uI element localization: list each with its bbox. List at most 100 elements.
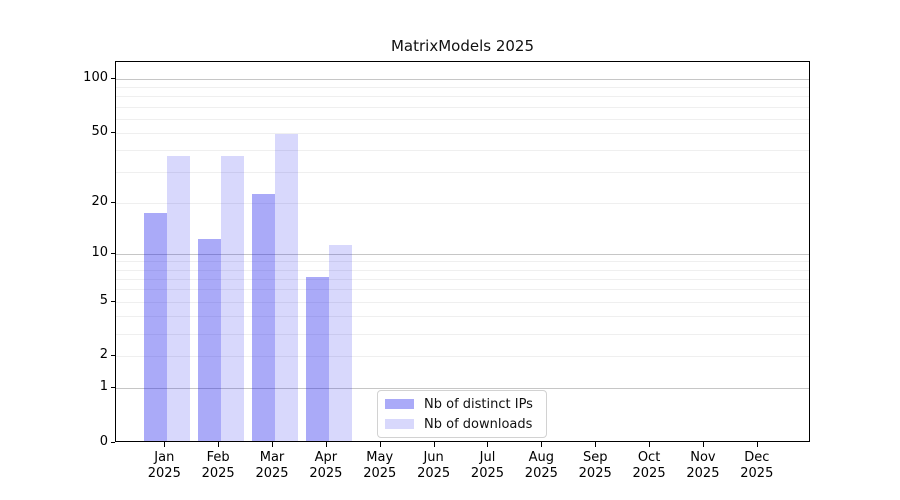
y-tick-label: 0 xyxy=(99,434,108,449)
x-tick-mark xyxy=(325,442,327,447)
y-tick-label: 10 xyxy=(91,244,108,260)
x-tick-month: Feb xyxy=(206,450,230,465)
y-tick-label: 50 xyxy=(91,123,108,139)
minor-gridline xyxy=(116,132,809,134)
x-tick-mark xyxy=(218,442,220,447)
legend-swatch-distinct-ips xyxy=(385,399,414,409)
x-tick-label: Jun 2025 xyxy=(407,450,461,481)
x-tick-mark xyxy=(433,442,435,447)
minor-gridline xyxy=(116,269,809,271)
minor-gridline xyxy=(116,96,809,98)
legend-swatch-downloads xyxy=(385,419,414,429)
x-tick-year: 2025 xyxy=(255,465,289,481)
plot-area xyxy=(115,61,810,442)
x-tick-mark xyxy=(756,442,758,447)
x-tick-month: Jun xyxy=(423,450,444,465)
legend-item-downloads: Nb of downloads xyxy=(385,417,546,432)
x-tick-year: 2025 xyxy=(686,465,720,481)
x-tick-label: Jul 2025 xyxy=(460,450,514,481)
minor-gridline xyxy=(116,316,809,317)
x-tick-month: Apr xyxy=(314,450,338,465)
x-tick-mark xyxy=(487,442,489,447)
x-tick-month: Nov xyxy=(690,450,716,465)
x-tick-label: Dec 2025 xyxy=(730,450,784,481)
bar-downloads-mar xyxy=(275,133,299,441)
y-tick-mark xyxy=(111,300,115,302)
x-tick-year: 2025 xyxy=(578,465,612,481)
y-tick-label: 1 xyxy=(99,379,108,395)
x-tick-year: 2025 xyxy=(147,465,181,481)
x-tick-year: 2025 xyxy=(524,465,558,481)
minor-gridline xyxy=(116,202,809,204)
x-tick-year: 2025 xyxy=(632,465,666,481)
y-tick-label: 100 xyxy=(83,69,108,85)
y-tick-mark xyxy=(111,131,115,133)
x-tick-month: Oct xyxy=(637,450,661,465)
x-tick-year: 2025 xyxy=(363,465,397,481)
x-tick-year: 2025 xyxy=(201,465,235,481)
legend-item-distinct-ips: Nb of distinct IPs xyxy=(385,397,546,412)
major-gridline xyxy=(116,78,809,80)
x-tick-mark xyxy=(649,442,651,447)
y-tick-mark xyxy=(111,442,115,443)
bar-downloads-jan xyxy=(167,156,191,441)
x-tick-label: Mar 2025 xyxy=(245,450,299,481)
x-tick-label: Jan 2025 xyxy=(137,450,191,481)
x-tick-mark xyxy=(595,442,597,447)
major-gridline xyxy=(116,253,809,255)
minor-gridline xyxy=(116,289,809,291)
x-tick-mark xyxy=(164,442,166,447)
x-tick-label: Nov 2025 xyxy=(676,450,730,481)
bar-downloads-feb xyxy=(221,156,245,441)
x-tick-month: May xyxy=(366,450,394,465)
bar-ips-apr xyxy=(305,276,329,441)
x-tick-month: Jan xyxy=(154,450,175,465)
y-tick-mark xyxy=(111,201,115,203)
legend-label-downloads: Nb of downloads xyxy=(424,416,533,432)
bar-ips-jan xyxy=(144,212,168,441)
bar-ips-feb xyxy=(198,238,222,441)
x-tick-label: Oct 2025 xyxy=(622,450,676,481)
minor-gridline xyxy=(116,149,809,151)
minor-gridline xyxy=(116,356,809,358)
minor-gridline xyxy=(116,301,809,303)
x-tick-month: Dec xyxy=(744,450,770,465)
minor-gridline xyxy=(116,118,809,120)
x-tick-month: Jul xyxy=(479,450,496,465)
y-tick-label: 20 xyxy=(91,193,108,209)
major-gridline xyxy=(116,388,809,390)
legend-label-distinct-ips: Nb of distinct IPs xyxy=(424,396,533,412)
x-tick-year: 2025 xyxy=(417,465,451,481)
x-tick-mark xyxy=(272,442,274,447)
x-tick-label: Feb 2025 xyxy=(191,450,245,481)
x-tick-label: Aug 2025 xyxy=(514,450,568,481)
y-tick-mark xyxy=(111,77,115,79)
legend: Nb of distinct IPs Nb of downloads xyxy=(377,390,547,438)
x-tick-year: 2025 xyxy=(470,465,505,481)
bar-ips-mar xyxy=(252,193,276,441)
minor-gridline xyxy=(116,261,809,263)
x-tick-mark xyxy=(702,442,704,447)
bar-downloads-apr xyxy=(328,244,352,441)
x-tick-month: Sep xyxy=(582,450,608,465)
x-tick-label: Apr 2025 xyxy=(299,450,353,481)
x-tick-month: Mar xyxy=(259,450,285,465)
minor-gridline xyxy=(116,106,809,108)
y-tick-label: 2 xyxy=(99,347,108,363)
minor-gridline xyxy=(116,172,809,174)
y-tick-mark xyxy=(111,252,115,254)
minor-gridline xyxy=(116,87,809,89)
x-tick-year: 2025 xyxy=(740,465,774,481)
x-tick-year: 2025 xyxy=(309,465,343,481)
x-tick-mark xyxy=(379,442,381,447)
x-tick-label: May 2025 xyxy=(353,450,407,481)
y-tick-mark xyxy=(111,355,115,357)
chart-title: MatrixModels 2025 xyxy=(390,37,535,55)
minor-gridline xyxy=(116,333,809,335)
y-tick-label: 5 xyxy=(99,292,108,308)
x-tick-month: Aug xyxy=(528,450,555,465)
x-tick-label: Sep 2025 xyxy=(568,450,622,481)
x-tick-mark xyxy=(541,442,543,447)
y-tick-mark xyxy=(111,387,115,389)
